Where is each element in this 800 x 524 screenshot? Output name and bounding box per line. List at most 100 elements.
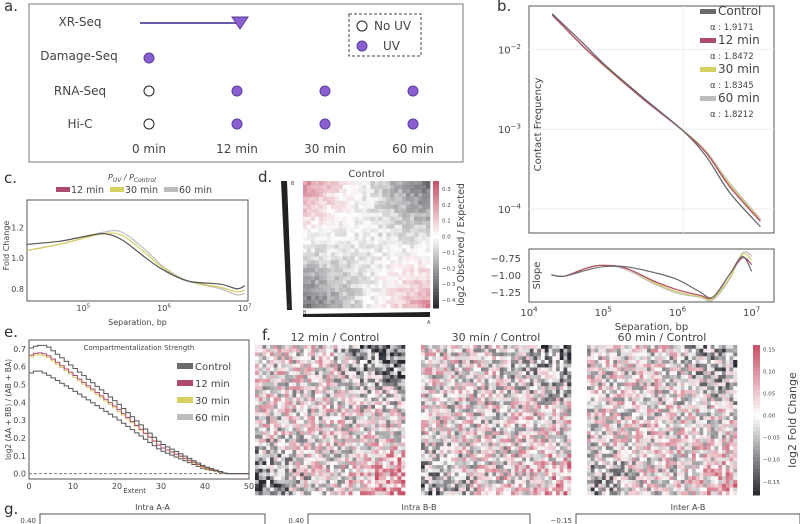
heatmap-cell [318,375,323,380]
heatmap-cell [469,446,474,451]
heatmap-cell [330,260,336,265]
heatmap-cell [288,453,293,458]
heatmap-cell [522,446,527,451]
ytick-label: 0.1 [13,452,26,461]
heatmap-cell [375,390,380,395]
heatmap-cell [326,296,332,301]
heatmap-cell [418,244,423,249]
heatmap-cell [563,345,568,350]
heatmap-cell [285,397,290,402]
heatmap-cell [537,487,542,492]
heatmap-cell [620,390,625,395]
heatmap-cell [522,397,527,402]
heatmap-cell [374,220,379,225]
heatmap-cell [432,446,437,451]
heatmap-cell [499,412,504,417]
heatmap-cell [559,468,564,473]
heatmap-cell [422,272,427,277]
heatmap-cell [643,360,648,365]
heatmap-cell [337,435,342,440]
heatmap-cell [507,465,512,470]
heatmap-cell [342,212,347,218]
heatmap-cell [518,476,523,481]
heatmap-cell [714,352,719,357]
heatmap-cell [710,378,715,383]
heatmap-cell [374,184,379,190]
heatmap-cell [255,390,260,395]
heatmap-cell [699,356,704,361]
heatmap-cell [322,386,327,391]
heatmap-cell [665,360,670,365]
heatmap-cell [296,480,301,485]
heatmap-cell [378,461,383,466]
heatmap-cell [514,442,519,447]
heatmap-cell [609,386,614,391]
heatmap-cell [484,472,489,477]
heatmap-cell [552,453,557,458]
heatmap-cell [371,465,376,470]
heatmap-cell [348,442,353,447]
heatmap-cell [424,375,429,380]
dot-rna-seq-30min [319,85,331,97]
heatmap-cell [424,363,429,368]
heatmap-cell [262,465,267,470]
heatmap-cell [315,363,320,368]
heatmap-cell [658,390,663,395]
heatmap-cell [311,397,316,402]
heatmap-cell [451,435,456,440]
heatmap-cell [635,393,640,398]
heatmap-cell [507,468,512,473]
heatmap-cell [484,483,489,488]
heatmap-cell [341,352,346,357]
heatmap-cell [484,352,489,357]
heatmap-cell [390,284,395,289]
heatmap-cell [496,427,501,432]
heatmap-cell [277,375,282,380]
heatmap-cell [314,264,320,269]
heatmap-cell [518,427,523,432]
heatmap-cell [484,461,489,466]
heatmap-cell [436,476,441,481]
heatmap-cell [348,397,353,402]
heatmap-cell [277,480,282,485]
heatmap-cell [496,352,501,357]
heatmap-cell [443,461,448,466]
heatmap-cell [303,188,308,194]
heatmap-cell [367,356,372,361]
heatmap-cell [406,188,411,194]
heatmap-cell [390,420,395,425]
heatmap-cell [330,371,335,376]
heatmap-cell [370,240,375,245]
heatmap-cell [594,352,599,357]
heatmap-cell [406,204,411,210]
heatmap-cell [300,393,305,398]
heatmap-cell [447,442,452,447]
heatmap-cell [346,228,351,233]
heatmap-cell [632,360,637,365]
heatmap-cell [337,397,342,402]
heatmap-cell [662,382,667,387]
heatmap-cell [330,244,336,249]
heatmap-cell [605,378,610,383]
heatmap-cell [556,390,561,395]
colorbar-segment [433,193,439,198]
heatmap-cell [358,212,363,218]
heatmap-cell [352,378,357,383]
heatmap-cell [503,465,508,470]
heatmap-cell [307,468,312,473]
heatmap-cell [394,256,399,261]
heatmap-cell [496,386,501,391]
heatmap-cell [428,446,433,451]
heatmap-cell [454,461,459,466]
heatmap-cell [458,371,463,376]
heatmap-cell [350,292,355,297]
heatmap-cell [492,435,497,440]
heatmap-cell [255,375,260,380]
heatmap-cell [371,453,376,458]
heatmap-cell [345,352,350,357]
heatmap-cell [262,427,267,432]
heatmap-cell [334,220,340,225]
heatmap-cell [330,288,336,293]
heatmap-cell [559,393,564,398]
heatmap-cell [375,408,380,413]
